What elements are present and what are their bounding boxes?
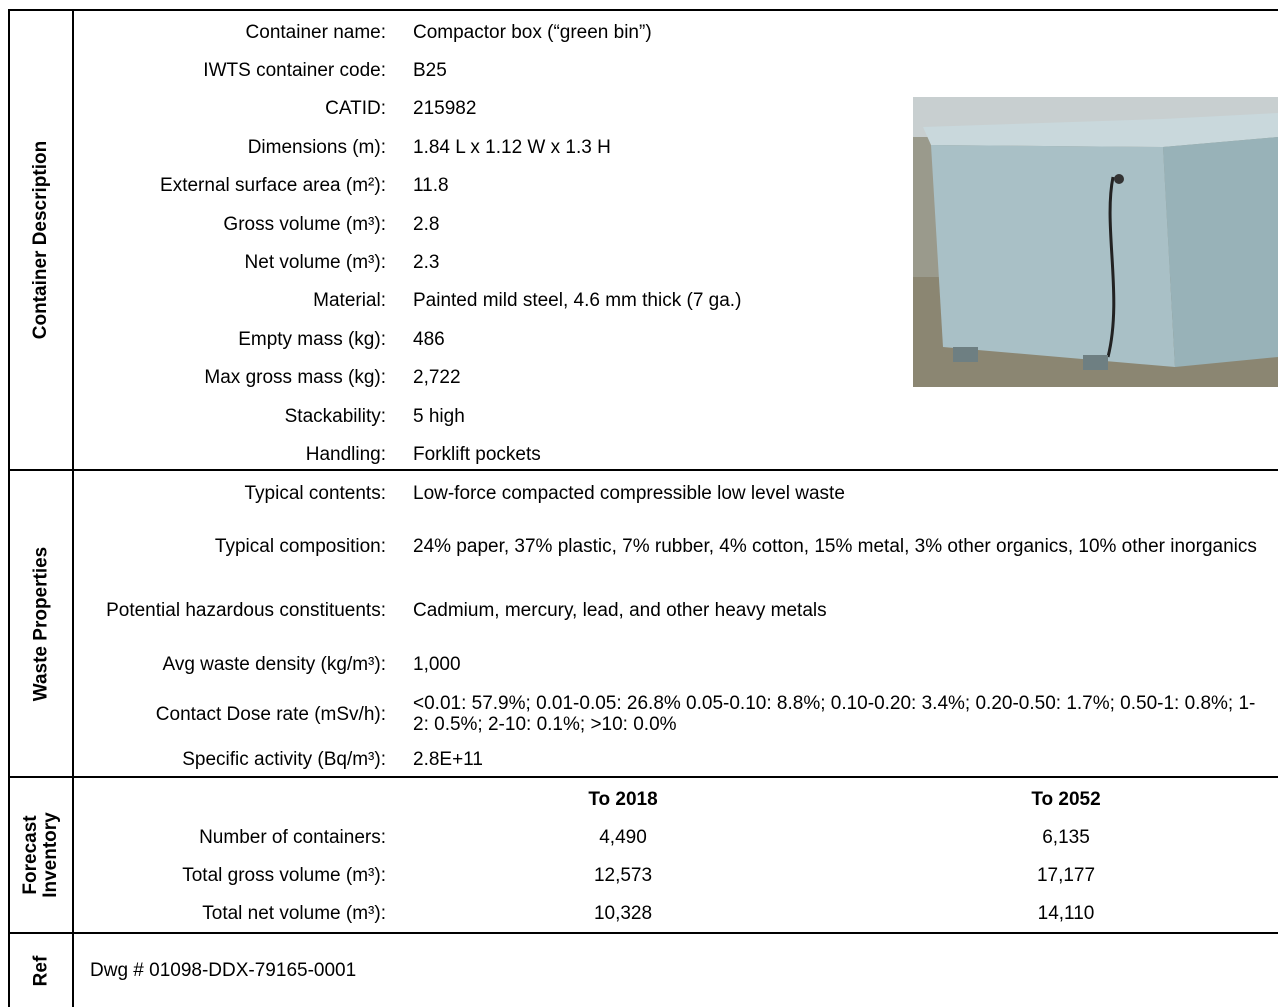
container-photo: [913, 97, 1278, 387]
column-header: To 2052: [1031, 788, 1101, 810]
row-label: Container name:: [245, 21, 386, 43]
section-divider: [8, 776, 1278, 778]
row-value: 17,177: [1036, 864, 1096, 886]
section-title: Ref: [30, 955, 51, 986]
title-column-border: [72, 9, 74, 1007]
section-divider: [8, 469, 1278, 471]
row-label: Gross volume (m³):: [223, 213, 386, 235]
left-border: [8, 9, 10, 1007]
row-value: Compactor box (“green bin”): [413, 21, 652, 43]
row-label: Potential hazardous constituents:: [106, 599, 386, 621]
row-value: Cadmium, mercury, lead, and other heavy …: [413, 599, 827, 621]
row-value: Painted mild steel, 4.6 mm thick (7 ga.): [413, 290, 742, 312]
section-title: Waste Properties: [30, 546, 51, 701]
row-label: Handling:: [305, 443, 386, 465]
row-value: 1.84 L x 1.12 W x 1.3 H: [413, 136, 611, 158]
row-value: B25: [413, 59, 447, 81]
row-label: Material:: [313, 290, 386, 312]
section-divider: [8, 932, 1278, 934]
row-label: Total net volume (m³):: [202, 902, 386, 924]
column-header: To 2018: [588, 788, 658, 810]
row-label: Typical composition:: [214, 535, 386, 557]
reference-text: Dwg # 01098-DDX-79165-0001: [90, 960, 357, 981]
row-label: Total gross volume (m³):: [182, 864, 386, 886]
top-border: [8, 9, 1278, 11]
row-label: Typical contents:: [244, 482, 386, 504]
row-label: Avg waste density (kg/m³):: [162, 653, 386, 675]
row-label: Number of containers:: [199, 826, 386, 848]
row-value: 10,328: [593, 902, 653, 924]
row-value: 2.3: [413, 251, 440, 273]
row-value: 215982: [413, 98, 477, 120]
row-value: 1,000: [413, 653, 461, 675]
row-label: CATID:: [325, 98, 386, 120]
row-label: Empty mass (kg):: [238, 328, 386, 350]
row-value: 6,135: [1042, 826, 1090, 848]
row-value: <0.01: 57.9%; 0.01-0.05: 26.8% 0.05-0.10…: [413, 693, 1256, 735]
section-title: Forecast Inventory: [20, 812, 61, 898]
row-value: 5 high: [413, 405, 465, 427]
row-label: Stackability:: [284, 405, 386, 427]
row-value: Low-force compacted compressible low lev…: [413, 482, 845, 504]
row-value: Forklift pockets: [413, 443, 541, 465]
row-value: 4,490: [599, 826, 647, 848]
row-value: 14,110: [1037, 902, 1095, 924]
row-value: 2,722: [413, 367, 461, 389]
row-value: 12,573: [593, 864, 653, 886]
row-label: Specific activity (Bq/m³):: [182, 748, 386, 770]
row-label: External surface area (m²):: [160, 175, 386, 197]
row-label: Net volume (m³):: [244, 251, 386, 273]
row-label: IWTS container code:: [203, 59, 386, 81]
row-label: Dimensions (m):: [247, 136, 386, 158]
row-value: 2.8E+11: [413, 748, 483, 770]
row-value: 486: [413, 328, 445, 350]
row-value: 11.8: [413, 175, 449, 197]
row-value: 24% paper, 37% plastic, 7% rubber, 4% co…: [413, 535, 1257, 557]
row-label: Contact Dose rate (mSv/h):: [155, 703, 386, 725]
section-title: Container Description: [30, 140, 51, 340]
row-label: Max gross mass (kg):: [204, 367, 386, 389]
row-value: 2.8: [413, 213, 440, 235]
